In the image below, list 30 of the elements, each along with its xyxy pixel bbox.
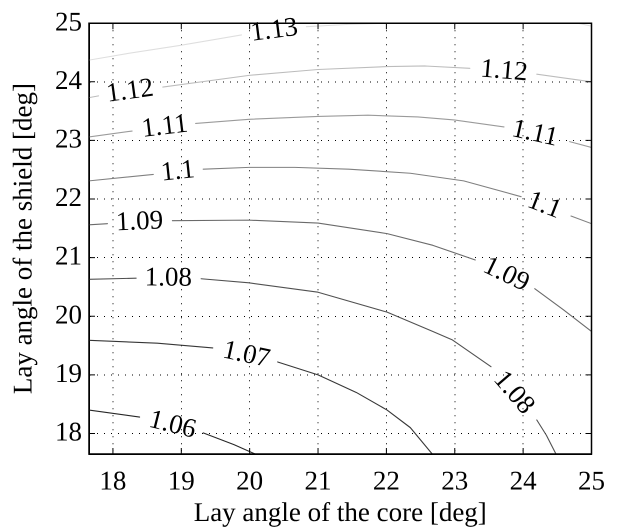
y-tick-label: 24	[55, 64, 82, 95]
y-tick-label: 22	[55, 182, 82, 212]
text: 1.07	[220, 334, 273, 373]
text: 1.1	[524, 184, 566, 224]
text: 1.09	[115, 204, 164, 236]
text: 1.08	[488, 364, 542, 420]
y-tick-label: 23	[55, 124, 82, 154]
x-tick-label: 24	[510, 465, 538, 496]
x-tick-label: 25	[578, 465, 605, 496]
x-tick-label: 21	[304, 465, 332, 496]
text: 1.12	[479, 52, 529, 86]
text: 1.09	[479, 249, 535, 297]
x-tick-label: 23	[441, 465, 468, 496]
x-tick-label: 19	[168, 465, 195, 496]
x-tick-label: 20	[236, 465, 264, 496]
y-axis-title: Lay angle of the shield [deg]	[7, 83, 38, 394]
text: 1.08	[144, 261, 192, 292]
y-tick-label: 21	[55, 240, 82, 271]
y-tick-label: 25	[55, 6, 82, 36]
x-axis-title: Lay angle of the core [deg]	[194, 496, 487, 527]
text: 1.06	[146, 403, 200, 444]
text: 1.11	[140, 108, 190, 143]
y-tick-label: 20	[55, 299, 82, 330]
text: 1.11	[509, 112, 562, 152]
text: 1.12	[104, 72, 156, 108]
x-tick-label: 22	[372, 465, 400, 496]
y-tick-label: 19	[55, 358, 82, 388]
x-tick-label: 18	[99, 465, 126, 496]
y-tick-label: 18	[55, 416, 82, 447]
text: 1.1	[159, 153, 196, 187]
